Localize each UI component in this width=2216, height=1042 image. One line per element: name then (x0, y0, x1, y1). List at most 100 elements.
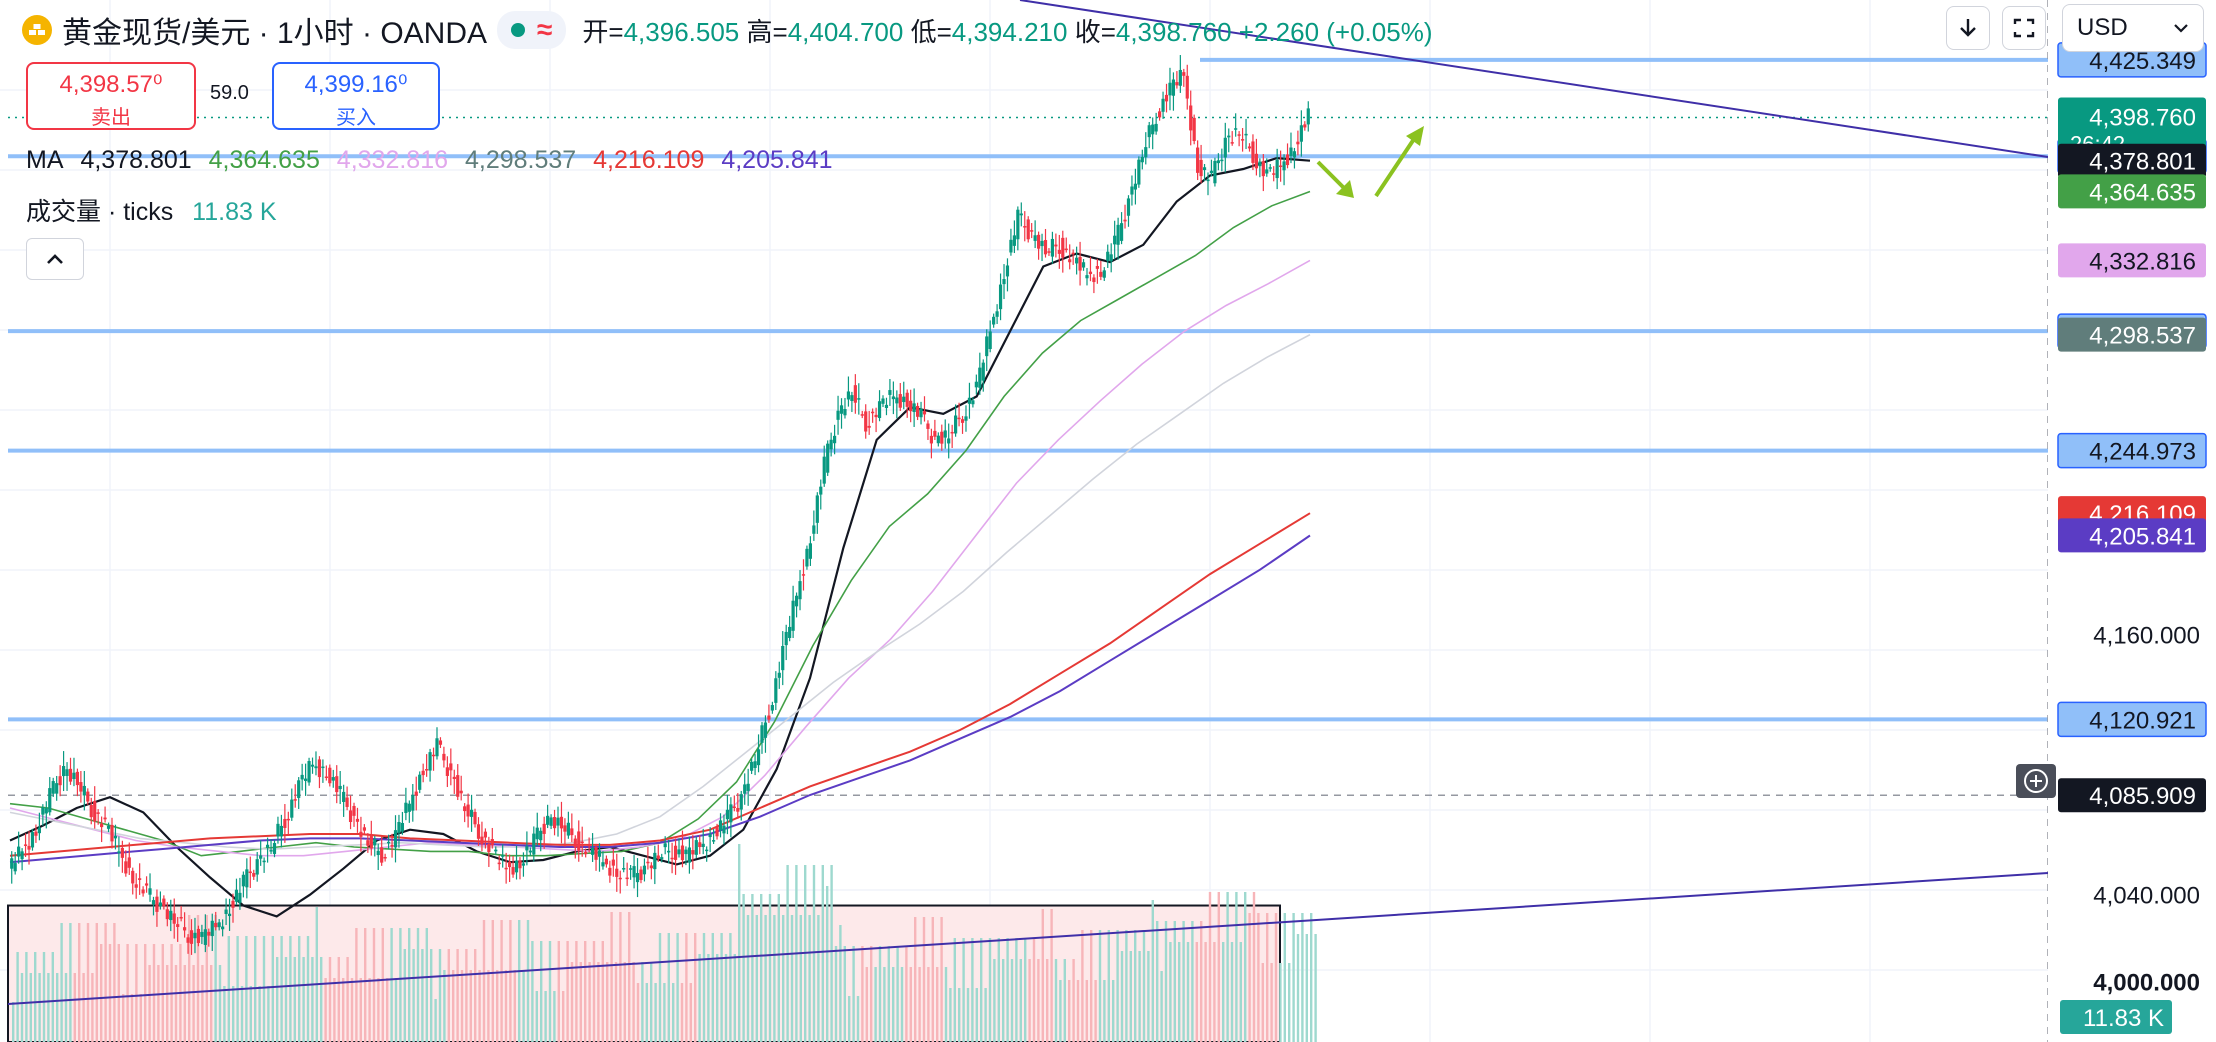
volume-bar (597, 962, 600, 1042)
candle-body (514, 860, 519, 873)
candle-body (926, 423, 930, 429)
open-label: 开= (582, 16, 624, 47)
candle (556, 806, 560, 837)
candle (843, 397, 847, 419)
candle-body (546, 815, 550, 825)
candle (331, 769, 335, 788)
volume-bar (570, 962, 574, 1042)
candle-body (106, 825, 111, 829)
download-button[interactable] (1946, 6, 1990, 50)
sell-button[interactable]: 4,398.57⁰ 卖出 (26, 62, 196, 130)
candle-body (691, 850, 695, 855)
volume-bar (1002, 959, 1005, 1042)
market-status-pill[interactable]: ≈ (497, 11, 567, 49)
candle-body (525, 846, 529, 851)
candle (722, 814, 726, 845)
volume-bar (350, 978, 354, 1042)
volume-bar (302, 957, 305, 1042)
volume-bar (553, 991, 556, 1042)
candle (41, 804, 45, 826)
volume-bar (513, 970, 516, 1042)
candle-body (17, 846, 21, 857)
candle-body (725, 809, 730, 820)
change-value: +2.260 (+0.05%) (1238, 16, 1433, 47)
candle-body (383, 856, 387, 859)
volume-bar (47, 973, 50, 1042)
volume-bar (716, 954, 719, 1042)
candle (359, 816, 363, 852)
candle-body (369, 835, 373, 849)
candle (255, 852, 259, 882)
candle-body (61, 766, 66, 777)
ma-legend[interactable]: MA 4,378.801 4,364.635 4,332.816 4,298.5… (26, 146, 843, 175)
candle-body (850, 395, 854, 401)
volume-bar (69, 923, 72, 1042)
currency-select[interactable]: USD (2062, 4, 2204, 52)
candle-body (777, 672, 781, 678)
gold-coin-icon[interactable] (22, 15, 52, 45)
volume-bar (760, 894, 763, 1042)
candle-body (1196, 147, 1200, 173)
candle-body (141, 889, 145, 894)
buy-button[interactable]: 4,399.16⁰ 买入 (272, 62, 440, 130)
candle (504, 852, 508, 884)
volume-bar (399, 928, 402, 1042)
volume-bar (214, 915, 217, 1042)
candle-body (663, 843, 667, 848)
candle (34, 824, 38, 843)
candle (1081, 258, 1086, 271)
symbol-title[interactable]: 黄金现货/美元 · 1小时 · OANDA (62, 17, 488, 50)
volume-bar (434, 999, 437, 1042)
volume-bar (614, 962, 618, 1042)
candle (1258, 158, 1262, 178)
volume-bar (364, 928, 367, 1042)
candle (684, 846, 688, 866)
candle (227, 898, 232, 931)
crosshair-plus-icon (2024, 769, 2048, 793)
volume-bar (232, 986, 235, 1042)
candle (176, 917, 180, 942)
candle-body (1126, 198, 1131, 216)
candle-body (801, 574, 806, 576)
candle (1247, 143, 1252, 152)
candle-body (1023, 226, 1027, 228)
volume-bar (25, 952, 28, 1042)
volume-bar (20, 973, 24, 1042)
candle (608, 860, 612, 883)
candle-body (259, 855, 263, 859)
candle (262, 857, 266, 873)
candle-body (386, 841, 391, 844)
candles (10, 55, 1310, 955)
candle (425, 754, 429, 777)
ma-price-badge: 4,205.841 (2058, 518, 2206, 553)
volume-bar (1204, 942, 1207, 1042)
candle (549, 814, 553, 830)
volume-bar (161, 944, 164, 1042)
volume-bar (1063, 959, 1066, 1042)
candle (853, 374, 857, 414)
collapse-legend-button[interactable] (26, 238, 84, 280)
volume-bar (1147, 951, 1150, 1042)
volume-bar (993, 959, 996, 1042)
candle (1137, 156, 1141, 188)
fullscreen-button[interactable] (2002, 6, 2046, 50)
volume-bar (874, 967, 877, 1042)
candle-body (570, 828, 574, 836)
volume-bar (702, 933, 706, 1042)
candle (663, 836, 667, 855)
volume-bar (817, 915, 820, 1042)
ma-line-4 (9, 333, 1311, 851)
candle (1223, 122, 1227, 173)
candle-body (684, 849, 688, 855)
volume-bar (663, 983, 666, 1042)
volume-legend[interactable]: 成交量 · ticks 11.83 K (26, 192, 277, 228)
crosshair-plus-button[interactable] (2016, 764, 2056, 798)
volume-bar (130, 994, 134, 1042)
candle-body (829, 439, 833, 450)
candle (698, 835, 702, 855)
candle-body (912, 403, 916, 413)
candle (48, 777, 52, 816)
candle (577, 820, 581, 862)
candle-body (1168, 82, 1172, 96)
